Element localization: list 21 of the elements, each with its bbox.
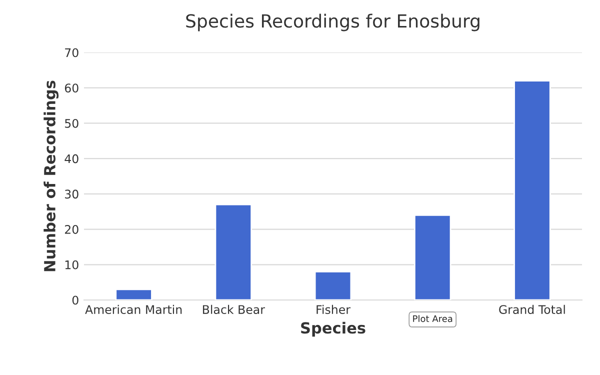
bar xyxy=(314,271,352,300)
x-tick-label: Black Bear xyxy=(202,304,265,314)
y-tick-label: 40 xyxy=(64,154,78,164)
x-axis-title: Species xyxy=(301,322,366,337)
x-tick-label: Grand Total xyxy=(499,304,565,314)
y-tick-label: 50 xyxy=(65,118,78,128)
y-tick-label: 60 xyxy=(64,84,78,93)
text: Plot Area xyxy=(413,315,452,322)
x-tick-label: American Martin xyxy=(85,304,182,314)
x-tick-label: Fisher xyxy=(316,304,350,314)
bar xyxy=(214,204,252,300)
y-tick-label: 20 xyxy=(64,225,78,234)
chart-title: Species Recordings for Enosburg xyxy=(186,14,480,32)
bar xyxy=(414,214,452,300)
bar xyxy=(514,80,551,300)
y-tick-label: 70 xyxy=(65,48,78,58)
y-tick-label: 0 xyxy=(72,296,78,305)
y-axis-title: Number of Recordings xyxy=(44,80,59,272)
bar xyxy=(115,288,152,300)
y-tick-label: 30 xyxy=(65,190,78,199)
y-tick-label: 10 xyxy=(65,260,78,270)
